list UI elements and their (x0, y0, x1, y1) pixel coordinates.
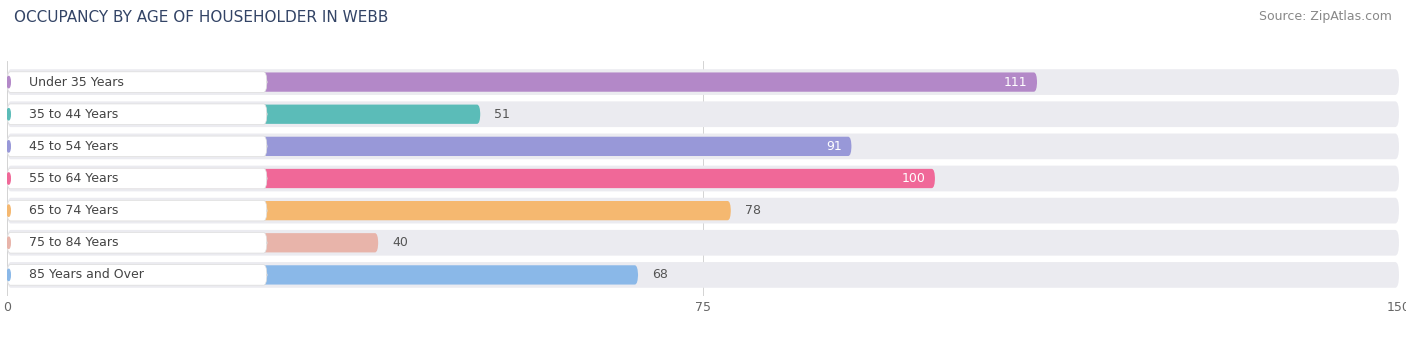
Text: 40: 40 (392, 236, 408, 249)
Text: 91: 91 (827, 140, 842, 153)
Text: 78: 78 (745, 204, 761, 217)
FancyBboxPatch shape (7, 201, 731, 220)
FancyBboxPatch shape (7, 233, 267, 253)
FancyBboxPatch shape (7, 230, 1399, 256)
FancyBboxPatch shape (7, 200, 267, 221)
Text: 75 to 84 Years: 75 to 84 Years (30, 236, 118, 249)
FancyBboxPatch shape (7, 101, 1399, 127)
Circle shape (7, 269, 10, 280)
FancyBboxPatch shape (7, 104, 267, 124)
FancyBboxPatch shape (7, 166, 1399, 191)
Text: Under 35 Years: Under 35 Years (30, 75, 124, 89)
FancyBboxPatch shape (7, 168, 267, 189)
Text: 45 to 54 Years: 45 to 54 Years (30, 140, 118, 153)
Text: 85 Years and Over: 85 Years and Over (30, 268, 143, 282)
Circle shape (7, 173, 10, 184)
Circle shape (7, 108, 10, 120)
Circle shape (7, 205, 10, 216)
Text: 68: 68 (652, 268, 668, 282)
Text: 100: 100 (901, 172, 925, 185)
Circle shape (7, 141, 10, 152)
Text: Source: ZipAtlas.com: Source: ZipAtlas.com (1258, 10, 1392, 23)
FancyBboxPatch shape (7, 169, 935, 188)
FancyBboxPatch shape (7, 69, 1399, 95)
FancyBboxPatch shape (7, 198, 1399, 223)
Circle shape (7, 237, 10, 249)
FancyBboxPatch shape (7, 105, 481, 124)
Text: OCCUPANCY BY AGE OF HOUSEHOLDER IN WEBB: OCCUPANCY BY AGE OF HOUSEHOLDER IN WEBB (14, 10, 388, 25)
FancyBboxPatch shape (7, 262, 1399, 288)
FancyBboxPatch shape (7, 72, 1038, 92)
FancyBboxPatch shape (7, 265, 267, 285)
FancyBboxPatch shape (7, 265, 638, 285)
Text: 55 to 64 Years: 55 to 64 Years (30, 172, 118, 185)
Text: 51: 51 (495, 108, 510, 121)
FancyBboxPatch shape (7, 136, 267, 157)
FancyBboxPatch shape (7, 72, 267, 92)
Text: 35 to 44 Years: 35 to 44 Years (30, 108, 118, 121)
Circle shape (7, 76, 10, 88)
Text: 65 to 74 Years: 65 to 74 Years (30, 204, 118, 217)
Text: 111: 111 (1004, 75, 1028, 89)
FancyBboxPatch shape (7, 134, 1399, 159)
FancyBboxPatch shape (7, 233, 378, 252)
FancyBboxPatch shape (7, 137, 852, 156)
